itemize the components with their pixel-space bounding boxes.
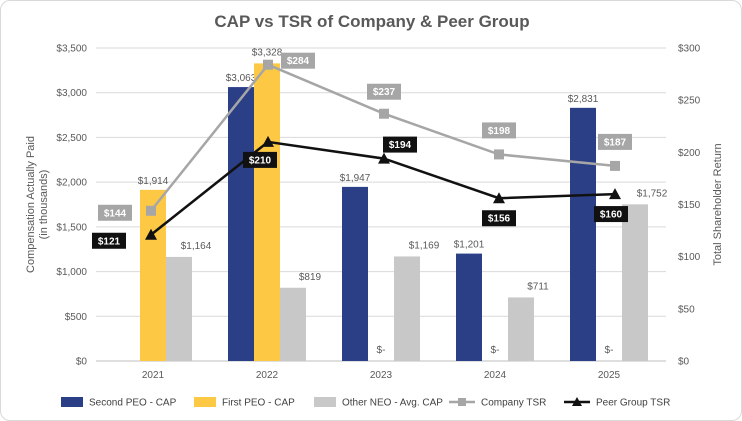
tsr-data-label-box bbox=[98, 204, 132, 221]
y-tick-label: $0 bbox=[76, 357, 88, 368]
tsr-data-label: $194 bbox=[389, 140, 412, 151]
y2-tick-label: $300 bbox=[678, 44, 701, 55]
tsr-data-label-box bbox=[281, 52, 315, 69]
bar-data-label: $1,169 bbox=[409, 240, 440, 251]
tsr-data-label-box bbox=[383, 136, 417, 153]
y-axis-title-line: (in thousands) bbox=[38, 170, 50, 240]
bar-data-label: $- bbox=[491, 345, 500, 356]
x-tick-label: 2023 bbox=[370, 370, 393, 381]
bar-data-label: $3,328 bbox=[252, 47, 283, 58]
tsr-data-label: $187 bbox=[604, 137, 627, 148]
bar-other-neo-avg-cap bbox=[394, 256, 420, 361]
bar-data-label: $1,164 bbox=[181, 241, 212, 252]
peer-tsr-marker bbox=[378, 152, 390, 164]
y-tick-label: $1,500 bbox=[56, 222, 87, 233]
tsr-data-label: $284 bbox=[287, 56, 310, 67]
bar-other-neo-avg-cap bbox=[508, 297, 534, 361]
left-y-axis: $0 $500 $1,000 $1,500 $2,000 $2,500 $3,000 $3,5… bbox=[56, 44, 87, 368]
right-y-axis: $0 $50 $100 $150 $200 $250 $300 bbox=[678, 44, 701, 368]
bar-data-label: $711 bbox=[527, 281, 549, 292]
y2-tick-label: $0 bbox=[678, 357, 690, 368]
bar-second-peo-cap bbox=[228, 87, 254, 361]
y-tick-label: $2,000 bbox=[56, 178, 87, 189]
y-axis-title: Compensation Actually Paid(in thousands) bbox=[25, 136, 50, 273]
tsr-data-label-box bbox=[92, 232, 126, 249]
bar-data-label: $1,201 bbox=[454, 240, 485, 251]
tsr-data-label: $198 bbox=[488, 126, 511, 137]
tsr-data-label: $121 bbox=[98, 236, 121, 247]
y2-tick-label: $100 bbox=[678, 252, 701, 263]
chart-title: CAP vs TSR of Company & Peer Group bbox=[214, 12, 529, 31]
y-tick-label: $2,500 bbox=[56, 133, 87, 144]
bar-data-label: $1,947 bbox=[340, 173, 371, 184]
tsr-data-label: $144 bbox=[104, 208, 127, 219]
y-axis-title-line: Compensation Actually Paid bbox=[25, 136, 37, 273]
company-tsr-marker bbox=[610, 160, 620, 171]
company-tsr-marker bbox=[494, 149, 504, 160]
legend-peer-group-tsr-label: Peer Group TSR bbox=[596, 398, 670, 409]
y2-tick-label: $50 bbox=[678, 304, 695, 315]
tsr-data-label: $160 bbox=[600, 210, 623, 221]
peer-tsr-marker bbox=[145, 228, 157, 240]
y2-tick-label: $200 bbox=[678, 148, 701, 159]
legend-other-neo-avg-cap-swatch bbox=[314, 397, 336, 407]
bar-data-label: $819 bbox=[299, 272, 322, 283]
legend-second-peo-cap-label: Second PEO - CAP bbox=[89, 398, 177, 409]
bar-data-label: $- bbox=[377, 345, 386, 356]
legend-company-tsr-marker bbox=[458, 398, 466, 406]
bar-second-peo-cap bbox=[456, 253, 482, 361]
x-axis: 2021 2022 2023 2024 2025 bbox=[142, 370, 621, 381]
bar-data-label: $- bbox=[605, 345, 614, 356]
tsr-data-label: $210 bbox=[249, 155, 272, 166]
bar-data-label: $2,831 bbox=[568, 94, 599, 105]
y2-tick-label: $150 bbox=[678, 200, 701, 211]
bar-other-neo-avg-cap bbox=[622, 204, 648, 361]
peer-tsr-marker bbox=[493, 192, 505, 204]
legend-peer-group-tsr-marker bbox=[572, 397, 582, 406]
y2-axis-title: Total Shareholder Return bbox=[712, 143, 724, 265]
bar-other-neo-avg-cap bbox=[280, 287, 306, 361]
company-tsr-marker bbox=[379, 108, 389, 119]
tsr-data-label-box bbox=[594, 206, 628, 223]
peer-tsr-marker bbox=[609, 188, 621, 200]
bar-data-label: $3,063 bbox=[226, 73, 257, 84]
peer-tsr-marker bbox=[262, 135, 274, 147]
x-tick-label: 2025 bbox=[598, 370, 621, 381]
bars: $3,063 $1,947 $1,201 $2,831 $1,914 $3,328 $- $-… bbox=[138, 47, 668, 361]
tsr-data-label-box bbox=[482, 122, 516, 139]
y-tick-label: $3,500 bbox=[56, 44, 87, 55]
tsr-data-label: $237 bbox=[373, 87, 396, 98]
legend: Second PEO - CAP First PEO - CAP Other NEO… bbox=[61, 397, 670, 409]
legend-company-tsr-label: Company TSR bbox=[481, 398, 546, 409]
x-tick-label: 2024 bbox=[484, 370, 507, 381]
x-tick-label: 2021 bbox=[142, 370, 165, 381]
bar-data-label: $1,914 bbox=[138, 176, 169, 187]
legend-first-peo-cap-swatch bbox=[194, 397, 216, 407]
legend-other-neo-avg-cap-label: Other NEO - Avg. CAP bbox=[342, 398, 443, 409]
bar-first-peo-cap bbox=[140, 189, 166, 361]
company-tsr-marker bbox=[263, 59, 273, 70]
bar-other-neo-avg-cap bbox=[166, 256, 192, 361]
tsr-data-label: $156 bbox=[488, 214, 511, 225]
y-tick-label: $1,000 bbox=[56, 267, 87, 278]
tsr-data-label-box bbox=[367, 83, 401, 100]
bar-data-label: $1,752 bbox=[637, 188, 668, 199]
company-tsr-marker bbox=[146, 205, 156, 216]
legend-first-peo-cap-label: First PEO - CAP bbox=[222, 398, 295, 409]
legend-second-peo-cap-swatch bbox=[61, 397, 83, 407]
tsr-lines: $144 $284 $237 $198 $187 $121 $210 $194 $156 $160 bbox=[92, 52, 632, 249]
y-tick-label: $3,000 bbox=[56, 88, 87, 99]
y-tick-label: $500 bbox=[65, 312, 88, 323]
bar-second-peo-cap bbox=[570, 107, 596, 361]
bar-first-peo-cap bbox=[254, 63, 280, 361]
y2-tick-label: $250 bbox=[678, 96, 701, 107]
tsr-data-label-box bbox=[243, 151, 277, 168]
tsr-data-label-box bbox=[482, 210, 516, 227]
tsr-data-label-box bbox=[598, 133, 632, 150]
x-tick-label: 2022 bbox=[256, 370, 279, 381]
bar-second-peo-cap bbox=[342, 186, 368, 361]
